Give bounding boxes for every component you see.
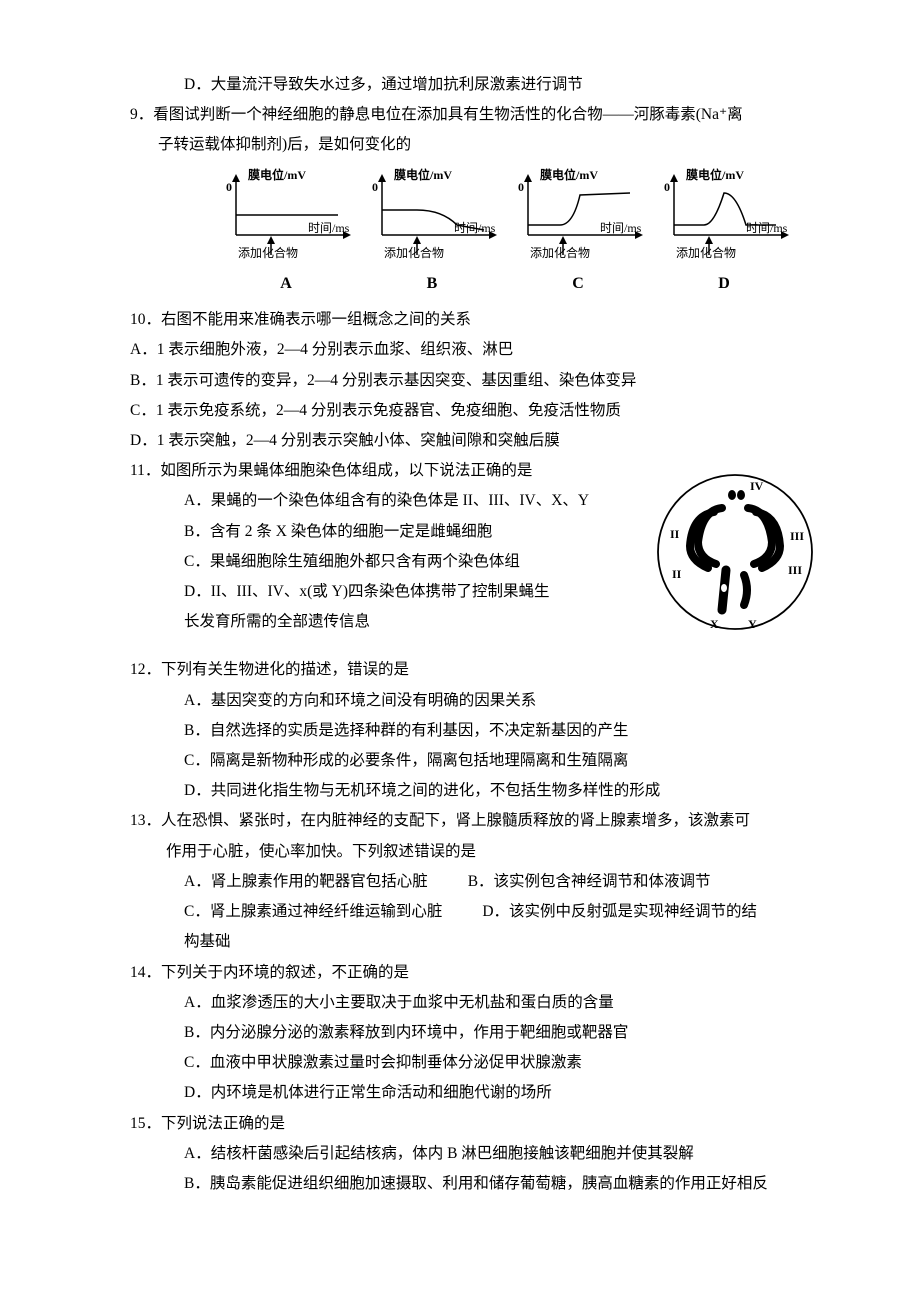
zero: 0 xyxy=(226,180,232,194)
svg-text:时间/ms: 时间/ms xyxy=(600,221,642,235)
q10-d: D．1 表示突触，2—4 分别表示突触小体、突触间隙和突触后膜 xyxy=(130,426,820,456)
q12-d: D．共同进化指生物与无机环境之间的进化，不包括生物多样性的形成 xyxy=(130,776,820,806)
q14-a: A．血浆渗透压的大小主要取决于血浆中无机盐和蛋白质的含量 xyxy=(130,988,820,1018)
chart-b: 膜电位/mV 0 时间/ms 添加化合物 B xyxy=(362,167,502,299)
q15-stem: 15．下列说法正确的是 xyxy=(130,1109,820,1139)
q13-c: C．肾上腺素通过神经纤维运输到心脏 xyxy=(184,897,442,927)
q12-c: C．隔离是新物种形成的必要条件，隔离包括地理隔离和生殖隔离 xyxy=(130,746,820,776)
svg-text:III: III xyxy=(790,529,804,543)
q15-b: B．胰岛素能促进组织细胞加速摄取、利用和储存葡萄糖，胰高血糖素的作用正好相反 xyxy=(130,1169,820,1199)
q13-stem-l2: 作用于心脏，使心率加快。下列叙述错误的是 xyxy=(130,837,820,867)
svg-text:0: 0 xyxy=(518,180,524,194)
q10-b: B．1 表示可遗传的变异，2—4 分别表示基因突变、基因重组、染色体变异 xyxy=(130,366,820,396)
ylab: 膜电位/mV xyxy=(248,167,306,182)
svg-text:0: 0 xyxy=(664,180,670,194)
q13-b: B．该实例包含神经调节和体液调节 xyxy=(468,867,711,897)
svg-text:添加化合物: 添加化合物 xyxy=(530,245,590,259)
svg-text:添加化合物: 添加化合物 xyxy=(676,245,736,259)
svg-text:膜电位/mV: 膜电位/mV xyxy=(686,167,744,182)
svg-text:II: II xyxy=(672,567,682,581)
q13-d: D．该实例中反射弧是实现神经调节的结 xyxy=(482,897,757,927)
svg-text:II: II xyxy=(670,527,680,541)
svg-text:IV: IV xyxy=(750,479,764,493)
q8-option-d: D．大量流汗导致失水过多，通过增加抗利尿激素进行调节 xyxy=(130,70,820,100)
svg-text:X: X xyxy=(710,617,719,631)
q12-a: A．基因突变的方向和环境之间没有明确的因果关系 xyxy=(130,686,820,716)
q10-stem: 10．右图不能用来准确表示哪一组概念之间的关系 xyxy=(130,305,820,335)
q12-b: B．自然选择的实质是选择种群的有利基因，不决定新基因的产生 xyxy=(130,716,820,746)
svg-text:时间/ms: 时间/ms xyxy=(746,221,788,235)
chart-label-d: D xyxy=(654,268,794,299)
q15-a: A．结核杆菌感染后引起结核病，体内 B 淋巴细胞接触该靶细胞并使其裂解 xyxy=(130,1139,820,1169)
svg-text:添加化合物: 添加化合物 xyxy=(384,245,444,259)
q9-charts: 膜电位/mV 0 时间/ms 添加化合物 A 膜电位/mV 0 时间/ms xyxy=(190,167,820,299)
q14-b: B．内分泌腺分泌的激素释放到内环境中，作用于靶细胞或靶器官 xyxy=(130,1018,820,1048)
q14-stem: 14．下列关于内环境的叙述，不正确的是 xyxy=(130,958,820,988)
q9-stem-l2: 子转运载体抑制剂)后，是如何变化的 xyxy=(130,130,820,160)
chart-label-c: C xyxy=(508,268,648,299)
q9-stem-l1: 9．看图试判断一个神经细胞的静息电位在添加具有生物活性的化合物——河豚毒素(Na… xyxy=(130,100,820,130)
chart-a: 膜电位/mV 0 时间/ms 添加化合物 A xyxy=(216,167,356,299)
q13-a: A．肾上腺素作用的靶器官包括心脏 xyxy=(184,867,428,897)
q10-a: A．1 表示细胞外液，2—4 分别表示血浆、组织液、淋巴 xyxy=(130,335,820,365)
svg-text:时间/ms: 时间/ms xyxy=(454,221,496,235)
svg-text:膜电位/mV: 膜电位/mV xyxy=(540,167,598,182)
xlab: 时间/ms xyxy=(308,221,350,235)
chart-c: 膜电位/mV 0 时间/ms 添加化合物 C xyxy=(508,167,648,299)
q12-stem: 12．下列有关生物进化的描述，错误的是 xyxy=(130,655,820,685)
q14-d: D．内环境是机体进行正常生命活动和细胞代谢的场所 xyxy=(130,1078,820,1108)
chart-label-b: B xyxy=(362,268,502,299)
chart-label-a: A xyxy=(216,268,356,299)
svg-text:Y: Y xyxy=(748,617,757,631)
q11-diagram: IV III III II II X Y xyxy=(650,460,820,651)
q13-d2: 构基础 xyxy=(130,927,820,957)
q13-stem-l1: 13．人在恐惧、紧张时，在内脏神经的支配下，肾上腺髓质释放的肾上腺素增多，该激素… xyxy=(130,806,820,836)
svg-text:III: III xyxy=(788,563,802,577)
sub: 添加化合物 xyxy=(238,245,298,259)
svg-text:膜电位/mV: 膜电位/mV xyxy=(394,167,452,182)
q10-c: C．1 表示免疫系统，2—4 分别表示免疫器官、免疫细胞、免疫活性物质 xyxy=(130,396,820,426)
chart-d: 膜电位/mV 0 时间/ms 添加化合物 D xyxy=(654,167,794,299)
q14-c: C．血液中甲状腺激素过量时会抑制垂体分泌促甲状腺激素 xyxy=(130,1048,820,1078)
svg-text:0: 0 xyxy=(372,180,378,194)
